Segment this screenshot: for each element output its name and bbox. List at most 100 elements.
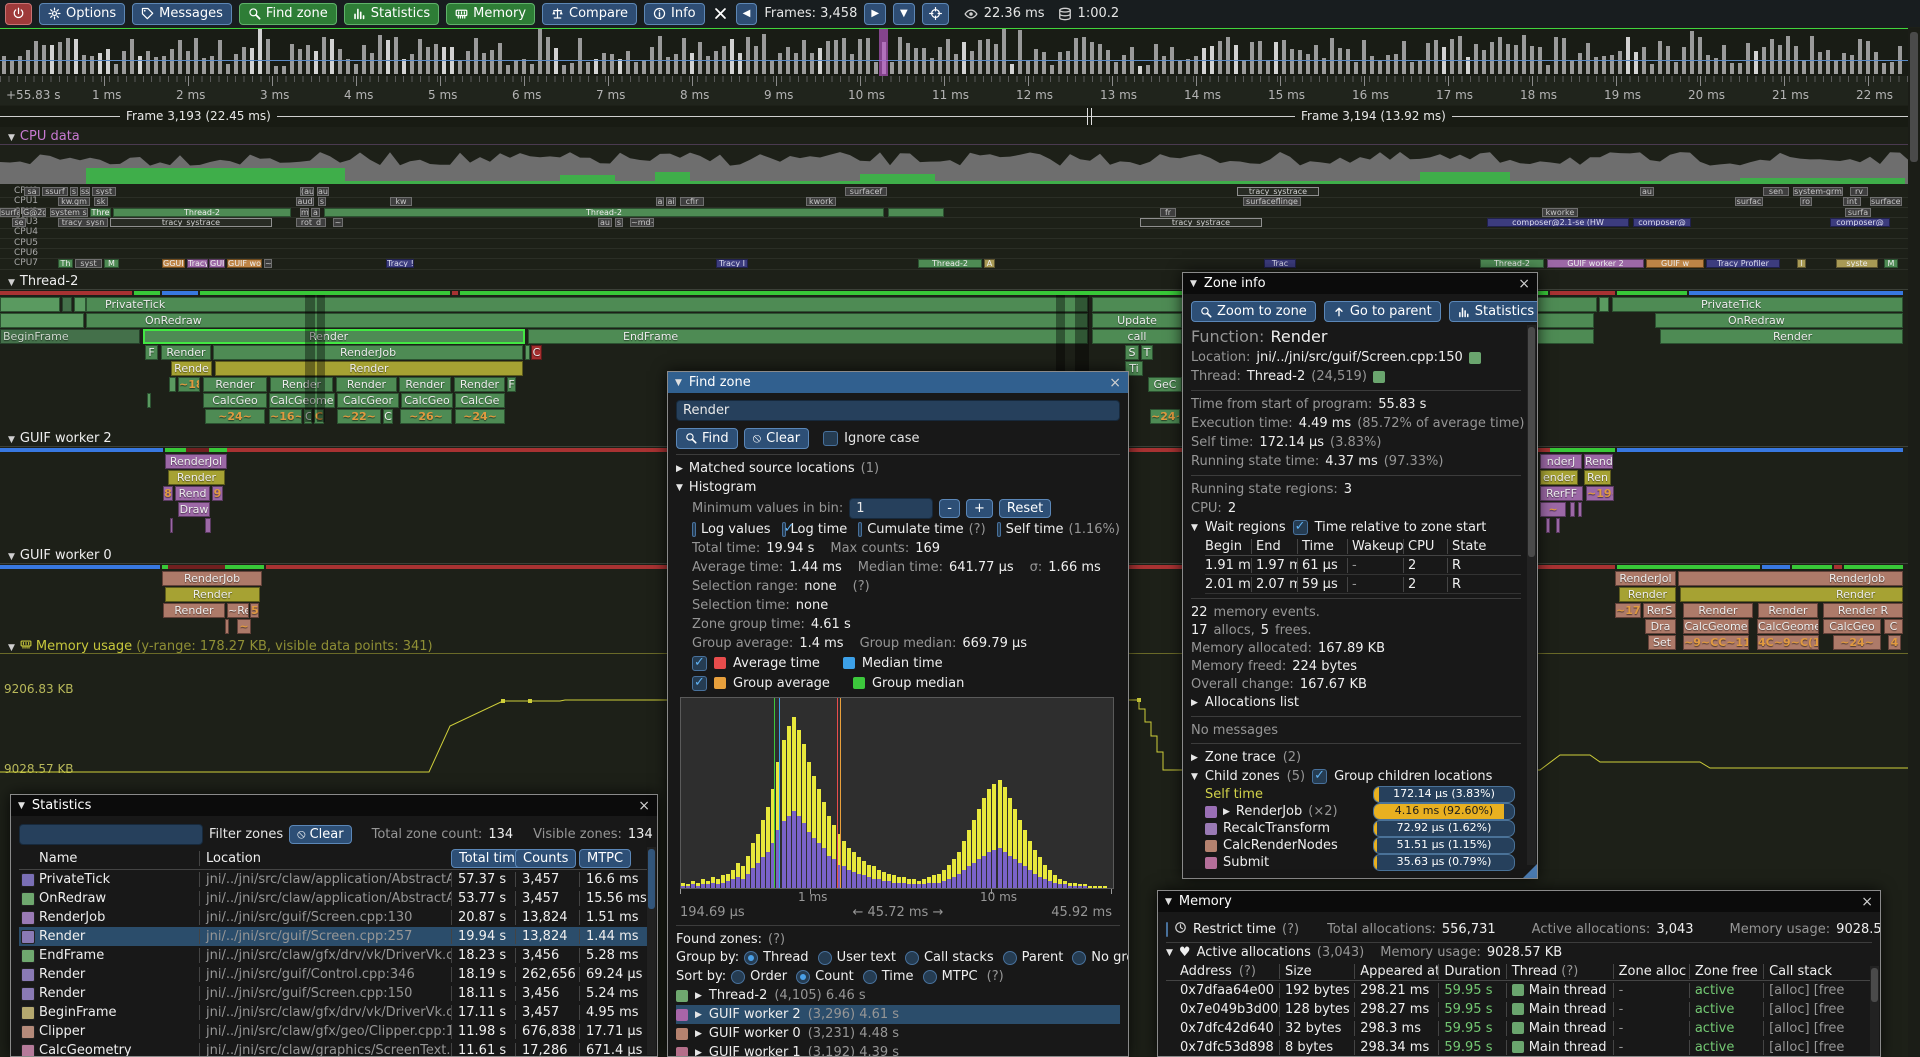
timeline-zone[interactable] — [1546, 518, 1550, 533]
timeline-zone[interactable]: CalcGe — [455, 393, 505, 408]
timeline-zone[interactable] — [1556, 518, 1560, 533]
cpu-zone[interactable]: au — [317, 187, 329, 196]
child-zone-row[interactable]: ▶ RenderJob (×2) 4.16 ms (92.60%) — [1191, 803, 1521, 820]
timeline-zone[interactable]: Ren — [1584, 470, 1611, 485]
timeline-zone[interactable]: 5 — [250, 603, 259, 618]
callstack-free[interactable]: [free — [1813, 1002, 1845, 1017]
cpu-zone[interactable]: a — [656, 197, 664, 207]
thread-header-thread-2[interactable]: ▼ Thread-2 — [8, 274, 78, 289]
timeline-zone[interactable]: Render R — [1823, 603, 1903, 618]
timeline-zone[interactable]: CalcGeo — [1823, 619, 1881, 634]
timeline-zone[interactable] — [170, 518, 173, 533]
timeline-zone[interactable]: CalcGeomet — [1757, 619, 1819, 634]
timeline-zone[interactable]: RerS — [1643, 603, 1676, 618]
memory-panel-titlebar[interactable]: ▼ Memory × — [1158, 891, 1880, 912]
cpu-zone[interactable]: M — [104, 259, 119, 269]
stats-row[interactable]: OnRedraw jni/../jni/src/claw/application/… — [19, 889, 649, 908]
timeline-zone[interactable]: Render — [270, 377, 333, 392]
cpu-zone[interactable]: composer@ — [1830, 217, 1890, 227]
memory-table-row[interactable]: 0x7dfc53d898 8 bytes 298.34 ms 59.95 s Main … — [1166, 1038, 1872, 1056]
timeline-zone[interactable]: RenderJob — [1678, 571, 1903, 586]
toolbar-button-compare[interactable]: Compare — [542, 2, 638, 25]
sort-mtpc-button[interactable]: MTPC — [579, 848, 632, 868]
timeline-zone[interactable]: Render — [203, 377, 267, 392]
collapse-icon[interactable]: ▼ — [676, 482, 683, 493]
timeline-zone[interactable]: 8 — [163, 486, 173, 501]
collapse-icon[interactable]: ▼ — [675, 377, 682, 388]
stats-row[interactable]: Render jni/../jni/src/guif/Control.cpp:34… — [19, 965, 649, 984]
mem-col-zone-free[interactable]: Zone free — [1688, 963, 1763, 979]
close-icon[interactable]: × — [638, 797, 650, 814]
cpu-zone[interactable]: tracy_systrace — [1237, 187, 1319, 196]
cpu-zone[interactable]: kw — [390, 197, 412, 207]
found-zone-group-row[interactable]: ▶ GUIF worker 1 (3,192) 4.39 s — [676, 1043, 1120, 1056]
timeline-zone[interactable] — [1570, 502, 1575, 517]
timeline-zone[interactable]: BeginFrame — [0, 329, 140, 344]
found-zone-group-row[interactable]: ▶ GUIF worker 0 (3,231) 4.48 s — [676, 1024, 1120, 1043]
stats-scrollbar-thumb[interactable] — [648, 849, 655, 909]
cumulate-time-checkbox[interactable] — [858, 521, 863, 537]
toolbar-button-options[interactable]: Options — [39, 2, 126, 25]
matched-locations-row[interactable]: ▶ Matched source locations (1) — [676, 459, 1120, 478]
cpu-zone[interactable]: surfa — [1845, 207, 1871, 217]
timeline-zone[interactable]: F — [507, 377, 516, 392]
child-zone-row[interactable]: CalcRenderNodes 51.51 µs (1.15%) — [1191, 837, 1521, 854]
cpu-zone[interactable]: Tracy I — [716, 259, 748, 269]
min-bin-minus-button[interactable]: - — [939, 498, 960, 518]
log-time-checkbox[interactable] — [781, 521, 794, 537]
cpu-zone[interactable]: surfa — [0, 207, 20, 217]
goto-frame-button[interactable] — [921, 2, 949, 25]
timeline-zone[interactable]: ~18~ — [178, 377, 200, 392]
frame-band[interactable]: Frame 3,193 (22.45 ms) Frame 3,194 (13.92… — [0, 106, 1920, 127]
cpu-zone[interactable]: kwork — [806, 197, 836, 207]
cpu-zone[interactable]: system-grm — [1793, 187, 1843, 196]
timeline-zone[interactable]: Render — [1683, 603, 1753, 618]
mem-col-zone-alloc[interactable]: Zone alloc — [1612, 963, 1689, 979]
cpu-zone[interactable]: l — [1797, 259, 1806, 269]
stats-row[interactable]: RenderJob jni/../jni/src/guif/Screen.cpp:… — [19, 908, 649, 927]
timeline-zone[interactable]: Render — [163, 603, 225, 618]
min-bin-input[interactable] — [849, 497, 934, 519]
timeline-zone[interactable]: ~24~ — [1833, 635, 1881, 650]
cpu-zone[interactable]: Thread-2 — [113, 207, 291, 217]
collapse-icon[interactable]: ▼ — [18, 800, 25, 811]
statistics-panel-titlebar[interactable]: ▼ Statistics × — [11, 795, 657, 816]
filter-zones-input[interactable] — [19, 823, 203, 845]
stats-row[interactable]: CalcGeometry jni/../jni/src/claw/graphics… — [19, 1041, 649, 1056]
child-zones-row[interactable]: ▼ Child zones (5) Group children locations — [1191, 767, 1521, 786]
callstack-free[interactable]: [free — [1813, 1040, 1845, 1055]
timeline-zone[interactable]: PrivateTick — [1612, 297, 1903, 312]
sort-by-radio-order[interactable] — [731, 969, 746, 984]
find-zone-search-input[interactable] — [676, 400, 1120, 421]
cpu-zone[interactable]: GUIF wor — [227, 259, 262, 269]
sort-total-time-button[interactable]: Total tim — [451, 848, 523, 868]
log-values-checkbox[interactable] — [692, 521, 696, 537]
group-by-radio-no-groupi[interactable] — [1072, 950, 1087, 965]
collapse-icon[interactable]: ▼ — [1191, 522, 1198, 533]
toolbar-button-statistics[interactable]: Statistics — [343, 2, 440, 25]
tools-icon-button[interactable] — [712, 4, 729, 24]
cpu-zone[interactable]: aud — [296, 197, 314, 207]
cpu-zone[interactable] — [888, 207, 944, 217]
cpu-zone[interactable]: kw.gm — [58, 197, 90, 207]
expand-icon[interactable]: ▶ — [1191, 752, 1198, 763]
cpu-zone[interactable]: ai — [666, 197, 676, 207]
timeline-zone[interactable]: C — [383, 409, 393, 424]
main-scrollbar[interactable] — [1908, 28, 1920, 1057]
prev-frame-button[interactable]: ◀ — [735, 2, 758, 25]
memory-scrollbar[interactable] — [1870, 966, 1879, 1056]
memory-scrollbar-thumb[interactable] — [1871, 968, 1878, 1002]
cpu-zone[interactable]: Tracy — [187, 259, 208, 269]
callstack-alloc[interactable]: [alloc] — [1769, 1040, 1814, 1055]
self-time-checkbox[interactable] — [996, 521, 1001, 537]
min-bin-reset-button[interactable]: Reset — [998, 498, 1052, 518]
thread-header-guif-worker-0[interactable]: ▼ GUIF worker 0 — [8, 548, 112, 563]
stats-row[interactable]: Render jni/../jni/src/guif/Screen.cpp:150… — [19, 984, 649, 1003]
col-name[interactable]: Name — [39, 850, 78, 866]
collapse-icon[interactable]: ▼ — [1191, 771, 1198, 782]
timeline-zone[interactable]: T — [1141, 345, 1153, 360]
callstack-alloc[interactable]: [alloc] — [1769, 1002, 1814, 1017]
timeline-zone[interactable]: ~19~ — [1586, 486, 1614, 501]
sort-by-radio-count[interactable] — [796, 969, 811, 984]
timeline-zone[interactable]: 4C~9~C(10 — [1757, 635, 1819, 650]
